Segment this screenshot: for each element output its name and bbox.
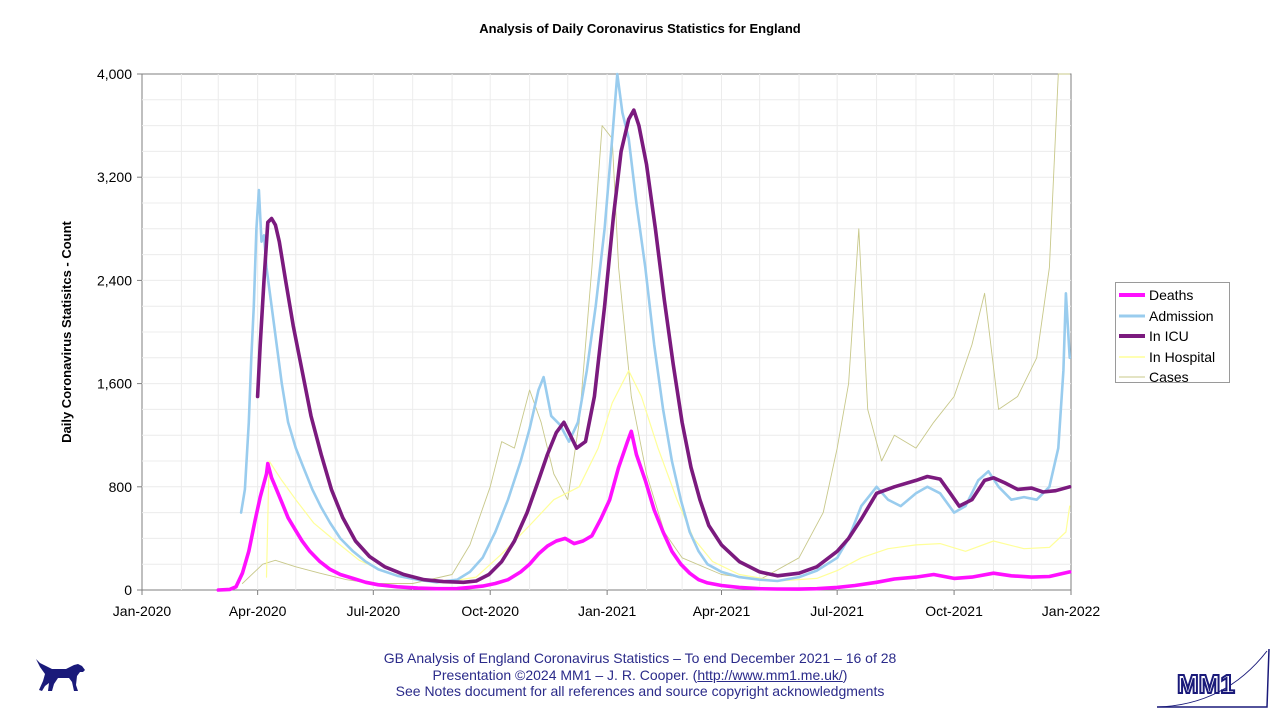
series-line-deaths	[216, 429, 1072, 592]
y-tick-label: 4,000	[97, 66, 132, 82]
y-tick-label: 800	[109, 479, 133, 495]
footer: GB Analysis of England Coronavirus Stati…	[0, 650, 1280, 700]
legend-label-deaths: Deaths	[1149, 287, 1194, 304]
legend-item-admission: Admission	[1116, 306, 1229, 327]
chart-title: Analysis of Daily Coronavirus Statistics…	[479, 21, 801, 36]
x-tick-label: Oct-2020	[461, 603, 519, 619]
series-layer	[216, 72, 1072, 592]
y-axis-label: Daily Coronavirus Statisitcs - Count	[59, 220, 74, 442]
legend-swatch-in-icu	[1119, 334, 1145, 339]
legend-item-cases: Cases	[1116, 367, 1229, 388]
x-tick-label: Jan-2020	[113, 603, 172, 619]
legend-swatch-cases	[1119, 376, 1145, 378]
x-tick-label: Jul-2021	[810, 603, 864, 619]
footer-line-2: Presentation ©2024 MM1 – J. R. Cooper. (…	[0, 667, 1280, 684]
y-tick-label: 3,200	[97, 169, 132, 185]
legend-swatch-admission	[1119, 314, 1145, 318]
x-tick-label: Oct-2021	[925, 603, 983, 619]
x-tick-label: Apr-2021	[693, 603, 751, 619]
y-tick-label: 0	[124, 582, 132, 598]
y-axis: 0 800 1,600 2,400 3,200 4,000	[97, 66, 142, 598]
legend-label-cases: Cases	[1149, 369, 1189, 386]
legend-item-deaths: Deaths	[1116, 285, 1229, 306]
x-tick-label: Jan-2022	[1042, 603, 1101, 619]
x-axis: Jan-2020 Apr-2020 Jul-2020 Oct-2020 Jan-2021…	[113, 590, 1101, 619]
legend-item-in-icu: In ICU	[1116, 326, 1229, 347]
footer-line-3: See Notes document for all references an…	[395, 683, 885, 699]
dog-logo-icon	[36, 659, 85, 691]
mm1-logo-text: MM1	[1177, 669, 1235, 699]
grid	[142, 74, 1071, 590]
x-tick-label: Jul-2020	[346, 603, 400, 619]
footer-line-1: GB Analysis of England Coronavirus Stati…	[383, 650, 897, 666]
x-tick-label: Apr-2020	[229, 603, 287, 619]
series-line-cases	[241, 73, 1071, 584]
footer-line-2-suffix: )	[842, 666, 848, 683]
y-tick-label: 2,400	[97, 272, 132, 288]
legend-swatch-deaths	[1119, 293, 1145, 298]
y-tick-label: 1,600	[97, 376, 132, 392]
legend-swatch-in-hospital	[1119, 356, 1145, 358]
series-line-admission	[239, 72, 1071, 584]
footer-link[interactable]: http://www.mm1.me.uk/	[697, 666, 843, 683]
series-line-in-hospital	[265, 370, 1071, 582]
legend-label-in-hospital: In Hospital	[1149, 348, 1216, 365]
mm1-logo-icon: MM1	[1156, 648, 1270, 708]
series-line-in-icu	[255, 108, 1072, 585]
footer-line-2-prefix: Presentation ©2024 MM1 – J. R. Cooper. (	[432, 666, 698, 683]
legend-item-in-hospital: In Hospital	[1116, 347, 1229, 368]
legend: Deaths Admission In ICU In Hospital Case…	[1115, 282, 1230, 385]
x-tick-label: Jan-2021	[578, 603, 637, 619]
legend-label-in-icu: In ICU	[1149, 328, 1189, 345]
legend-label-admission: Admission	[1149, 307, 1214, 324]
